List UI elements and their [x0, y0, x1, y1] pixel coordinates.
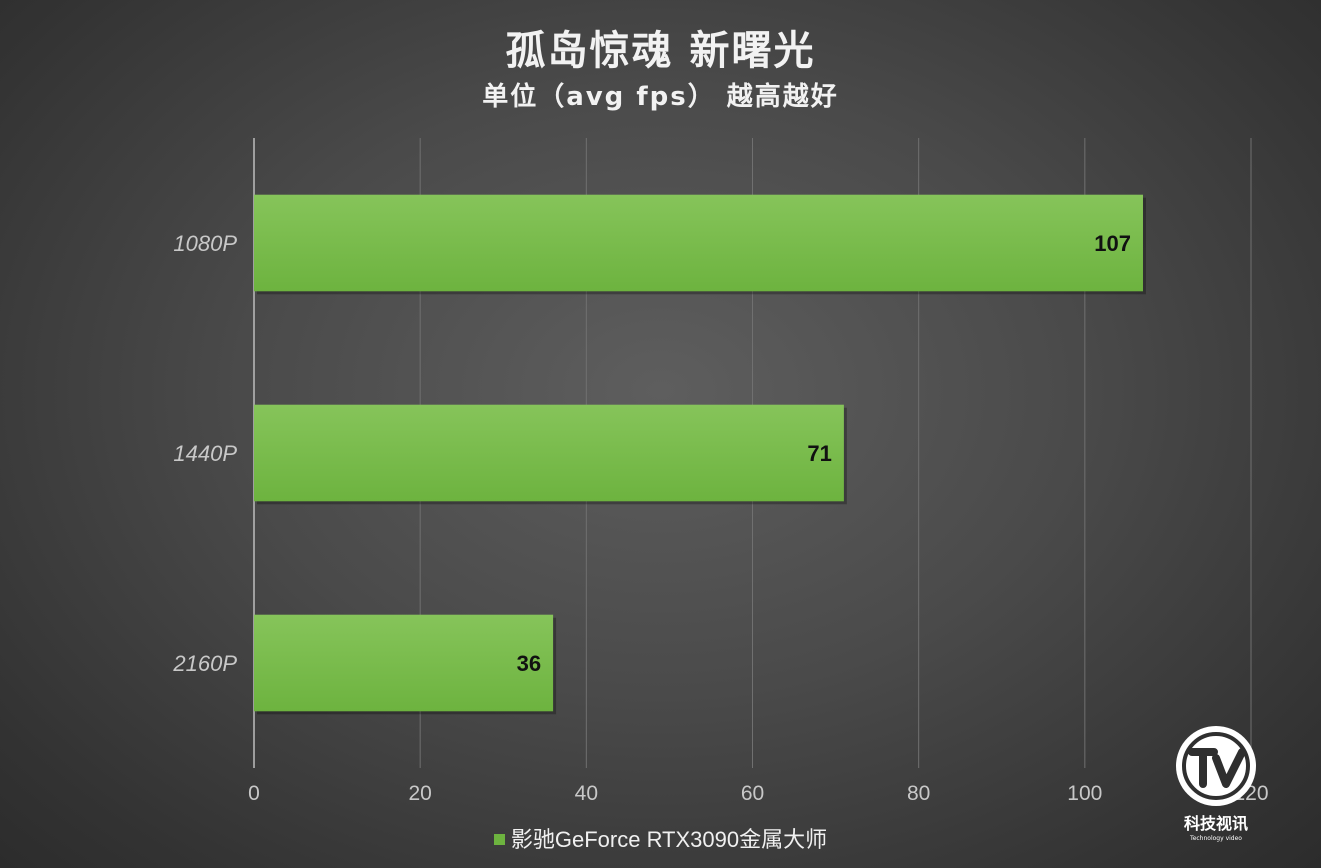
bar-value-label: 36 — [517, 651, 541, 676]
x-tick-label: 0 — [248, 782, 260, 805]
bar-value-label: 107 — [1094, 231, 1131, 256]
logo-ring — [1182, 732, 1250, 800]
x-tick-label: 20 — [408, 782, 431, 805]
chart-subtitle: 单位（avg fps） 越高越好 — [482, 82, 839, 112]
bar — [254, 404, 844, 502]
brand-logo: 科技视讯 Technology video — [1176, 726, 1256, 842]
legend-label: 影驰GeForce RTX3090金属大师 — [510, 827, 828, 852]
y-category-label: 1440P — [173, 441, 237, 466]
legend: 影驰GeForce RTX3090金属大师 — [0, 822, 1321, 854]
x-tick-label: 80 — [907, 782, 930, 805]
x-tick-label: 40 — [575, 782, 598, 805]
x-tick-label: 60 — [741, 782, 764, 805]
chart-title: 孤岛惊魂 新曙光 — [505, 28, 816, 74]
y-category-label: 1080P — [173, 231, 237, 256]
logo-t-mark — [1188, 748, 1218, 788]
bar — [254, 194, 1143, 292]
y-category-label: 2160P — [172, 651, 237, 676]
logo-v-mark — [1212, 748, 1246, 788]
x-tick-label: 100 — [1067, 782, 1102, 805]
bar — [254, 614, 554, 712]
logo-tagline: Technology video — [1189, 835, 1242, 842]
logo-text: 科技视讯 — [1184, 814, 1248, 833]
bar-value-label: 71 — [807, 441, 831, 466]
legend-swatch — [493, 833, 505, 845]
